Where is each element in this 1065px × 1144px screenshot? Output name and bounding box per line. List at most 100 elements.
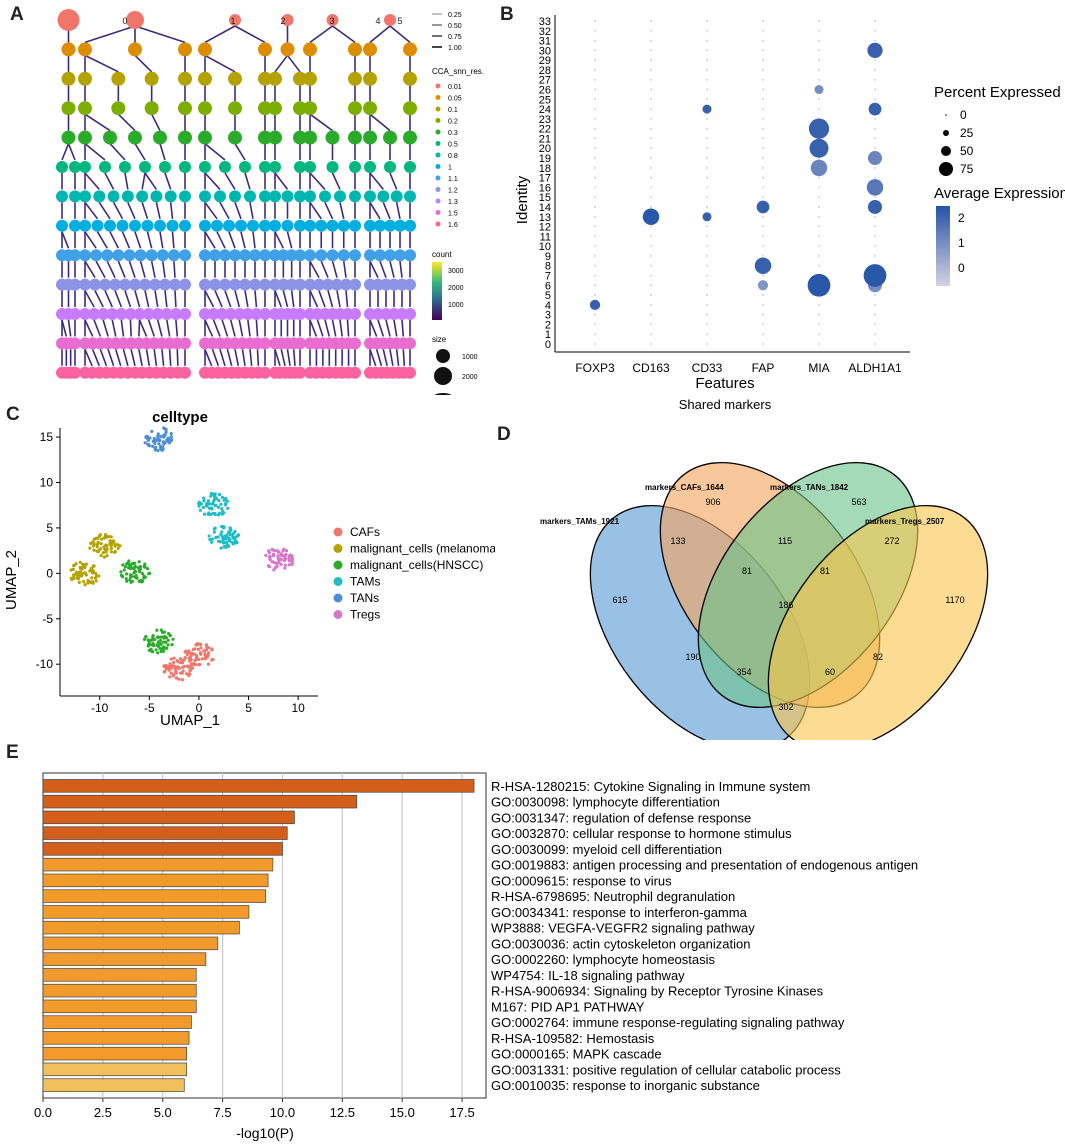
dot-mark — [874, 313, 876, 316]
dot-mark-highlight — [868, 199, 882, 214]
tree-edge — [286, 349, 291, 366]
dot-mark — [874, 98, 876, 101]
tree-node — [69, 161, 81, 173]
tree-edge — [324, 319, 331, 337]
dot-mark — [762, 68, 764, 71]
tree-top-node-label: 1 — [230, 16, 235, 26]
dot-mark — [650, 245, 652, 248]
tree-node — [269, 161, 281, 173]
umap-point — [109, 546, 113, 551]
tree-node — [79, 278, 91, 291]
enrichment-bar — [42, 936, 219, 951]
tree-edge — [114, 290, 123, 308]
tree-edge — [249, 349, 253, 366]
umap-point — [109, 550, 113, 554]
dot-mark — [818, 264, 820, 267]
dot-mark — [762, 235, 764, 238]
tree-node — [166, 219, 179, 232]
umap-point — [78, 574, 82, 578]
tree-node — [269, 249, 281, 262]
umap-point — [178, 657, 183, 661]
umap-point — [231, 532, 235, 536]
dot-mark — [706, 235, 708, 238]
dot-mark — [706, 157, 708, 160]
tree-node — [141, 219, 154, 232]
dot-mark — [762, 196, 764, 199]
dot-mark — [874, 245, 876, 248]
tree-node — [377, 190, 390, 203]
dot-mark — [818, 39, 820, 42]
tree-edge — [345, 290, 349, 308]
tree-edge — [150, 261, 156, 278]
tree-edge — [249, 202, 254, 219]
umap-point — [99, 553, 103, 558]
tree-node — [153, 130, 167, 145]
umap-point — [234, 539, 238, 543]
dot-mark — [594, 343, 596, 345]
tree-node — [69, 190, 81, 203]
umap-point — [199, 646, 203, 650]
tree-node — [178, 101, 192, 116]
enrichment-bar — [42, 889, 267, 903]
tree-edge — [138, 319, 141, 337]
umap-point — [212, 527, 216, 531]
res-legend-label: 0.2 — [448, 119, 458, 126]
res-legend-dot — [435, 83, 441, 89]
umap-point — [78, 571, 82, 575]
dot-mark — [650, 137, 652, 140]
dot-mark-highlight — [757, 280, 769, 291]
umap-point — [169, 435, 173, 439]
enrichment-bar — [42, 794, 358, 809]
dot-mark — [762, 333, 764, 336]
dot-mark — [818, 59, 820, 62]
dot-mark — [706, 186, 708, 189]
dot-mark-highlight — [809, 138, 829, 158]
umap-point — [169, 671, 173, 675]
tree-edge — [309, 201, 322, 220]
umap-point — [123, 565, 128, 569]
umap-point — [162, 646, 166, 650]
tree-edge — [84, 113, 111, 132]
tree-edge — [244, 290, 249, 308]
clustree-tree-area: 0 1 2 3 4 5 — [56, 9, 417, 379]
tree-edge — [286, 54, 301, 73]
dot-mark — [706, 264, 708, 267]
dot-mark-highlight — [589, 299, 601, 310]
tree-node — [198, 42, 212, 57]
tree-edge — [219, 349, 226, 367]
tree-node — [219, 249, 231, 262]
umap-point — [162, 426, 166, 430]
tree-edge — [171, 231, 175, 249]
umap-point — [90, 576, 94, 580]
dot-mark — [650, 176, 652, 179]
umap-point — [210, 540, 214, 544]
tree-edge — [84, 260, 96, 279]
res-legend-label: 1.6 — [448, 222, 458, 229]
color-legend-label: 2 — [958, 211, 965, 225]
tree-node — [167, 249, 180, 262]
dot-x-tick-label: ALDH1A1 — [848, 361, 902, 375]
umap-point — [209, 494, 213, 498]
tree-node — [364, 249, 376, 262]
dot-mark — [650, 333, 652, 336]
umap-point — [164, 430, 168, 434]
tree-node — [145, 249, 158, 262]
umap-point — [287, 556, 291, 560]
tree-edge — [211, 349, 220, 367]
tree-node — [349, 161, 361, 173]
tree-edge — [274, 290, 282, 308]
dot-mark — [594, 127, 596, 130]
tree-node — [303, 71, 317, 86]
umap-point — [81, 562, 85, 567]
dot-mark — [650, 313, 652, 316]
umap-point — [206, 499, 210, 503]
tree-node — [159, 161, 171, 173]
umap-point — [221, 539, 225, 543]
tree-edge — [168, 349, 172, 366]
dot-mark — [650, 284, 652, 287]
umap-point — [288, 554, 292, 558]
venn-region-count: 133 — [670, 536, 685, 546]
tree-node — [136, 190, 149, 203]
umap-point — [267, 565, 272, 569]
